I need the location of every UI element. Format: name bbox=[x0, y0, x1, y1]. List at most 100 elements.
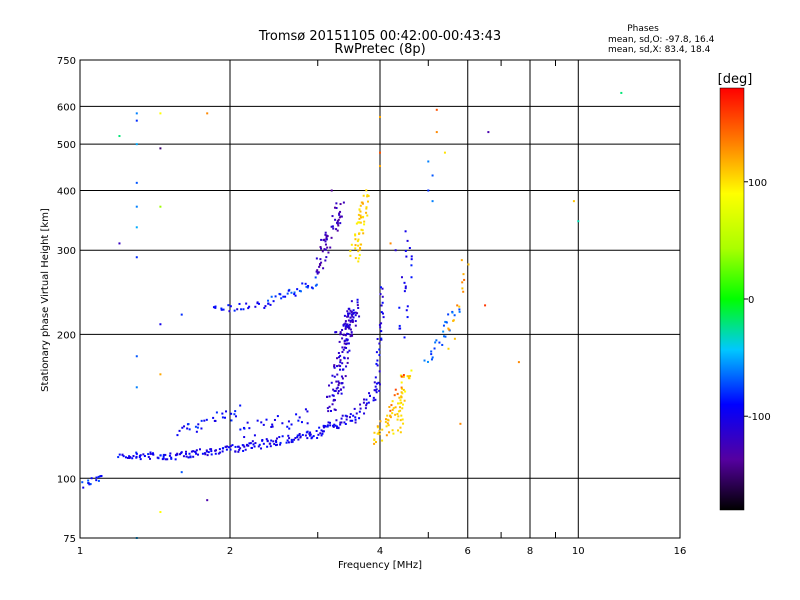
x-tick-labels: 1 2 4 6 8 10 16 bbox=[77, 546, 687, 557]
data-point bbox=[159, 373, 162, 376]
data-point bbox=[282, 295, 285, 298]
data-point bbox=[459, 422, 462, 425]
data-point bbox=[445, 321, 448, 324]
data-point bbox=[135, 386, 138, 389]
data-point bbox=[320, 261, 323, 264]
data-point bbox=[287, 289, 290, 292]
data-point bbox=[390, 404, 393, 407]
data-point bbox=[352, 309, 355, 312]
data-point bbox=[433, 347, 436, 350]
data-point bbox=[206, 112, 209, 115]
data-point bbox=[331, 215, 334, 218]
data-point bbox=[239, 428, 242, 431]
data-point bbox=[406, 239, 409, 242]
data-point bbox=[427, 160, 430, 163]
data-point bbox=[352, 414, 355, 417]
data-point bbox=[329, 246, 332, 249]
data-point bbox=[176, 434, 179, 437]
data-point bbox=[221, 450, 224, 453]
data-point bbox=[402, 422, 405, 425]
data-point bbox=[342, 333, 345, 336]
data-point bbox=[293, 293, 296, 296]
colorbar-tick-label: -100 bbox=[748, 412, 771, 423]
data-point bbox=[341, 346, 344, 349]
data-point bbox=[221, 412, 224, 415]
data-point bbox=[386, 422, 389, 425]
data-point bbox=[331, 403, 334, 406]
data-point bbox=[345, 418, 348, 421]
data-point bbox=[180, 313, 183, 316]
data-point bbox=[354, 416, 357, 419]
data-point bbox=[400, 375, 403, 378]
data-point bbox=[319, 258, 322, 261]
data-point bbox=[378, 323, 381, 326]
data-point bbox=[195, 449, 198, 452]
data-point bbox=[400, 396, 403, 399]
data-point bbox=[237, 445, 240, 448]
data-point bbox=[328, 421, 331, 424]
data-point bbox=[239, 404, 242, 407]
data-point bbox=[269, 445, 272, 448]
data-point bbox=[346, 361, 349, 364]
data-point bbox=[363, 412, 366, 415]
data-point bbox=[135, 112, 138, 115]
data-point bbox=[402, 388, 405, 391]
data-point bbox=[315, 270, 318, 273]
data-point bbox=[347, 342, 350, 345]
data-point bbox=[396, 413, 399, 416]
data-point bbox=[214, 306, 217, 309]
data-point bbox=[397, 415, 400, 418]
data-point bbox=[404, 287, 407, 290]
data-point bbox=[324, 248, 327, 251]
data-point bbox=[406, 316, 409, 319]
data-point bbox=[220, 308, 223, 311]
data-point bbox=[451, 311, 454, 314]
data-point bbox=[286, 292, 289, 295]
data-point bbox=[298, 289, 301, 292]
colorbar bbox=[719, 87, 745, 511]
data-point bbox=[228, 310, 231, 313]
data-point bbox=[337, 426, 340, 429]
x-tick-label: 8 bbox=[527, 546, 533, 557]
data-point bbox=[410, 258, 413, 261]
data-point bbox=[291, 440, 294, 443]
data-point bbox=[246, 421, 249, 424]
data-point bbox=[225, 448, 228, 451]
data-point bbox=[304, 408, 307, 411]
data-point bbox=[398, 396, 401, 399]
data-point bbox=[355, 222, 358, 225]
data-point bbox=[408, 247, 411, 250]
data-point bbox=[404, 230, 407, 233]
data-point bbox=[330, 189, 333, 192]
data-point bbox=[339, 210, 342, 213]
data-point bbox=[265, 418, 268, 421]
data-point bbox=[234, 415, 237, 418]
data-point bbox=[338, 364, 341, 367]
data-point bbox=[200, 419, 203, 422]
y-tick-labels: 75 100 200 300 400 500 600 750 bbox=[57, 56, 76, 545]
data-point bbox=[357, 306, 360, 309]
data-point bbox=[205, 418, 208, 421]
data-point bbox=[335, 419, 338, 422]
data-point bbox=[344, 334, 347, 337]
data-point bbox=[236, 308, 239, 311]
data-point bbox=[329, 424, 332, 427]
data-point bbox=[293, 291, 296, 294]
data-point bbox=[452, 319, 455, 322]
data-point bbox=[244, 448, 247, 451]
data-point bbox=[219, 451, 222, 454]
data-point bbox=[205, 450, 208, 453]
data-point bbox=[376, 425, 379, 428]
data-point bbox=[620, 91, 623, 94]
data-point bbox=[214, 419, 217, 422]
data-point bbox=[190, 450, 193, 453]
data-point bbox=[349, 413, 352, 416]
data-point bbox=[220, 307, 223, 310]
data-point bbox=[349, 254, 352, 257]
data-point bbox=[379, 286, 382, 289]
data-point bbox=[306, 437, 309, 440]
data-point bbox=[149, 452, 152, 455]
data-point bbox=[159, 205, 162, 208]
data-point bbox=[335, 202, 338, 205]
data-point bbox=[286, 425, 289, 428]
